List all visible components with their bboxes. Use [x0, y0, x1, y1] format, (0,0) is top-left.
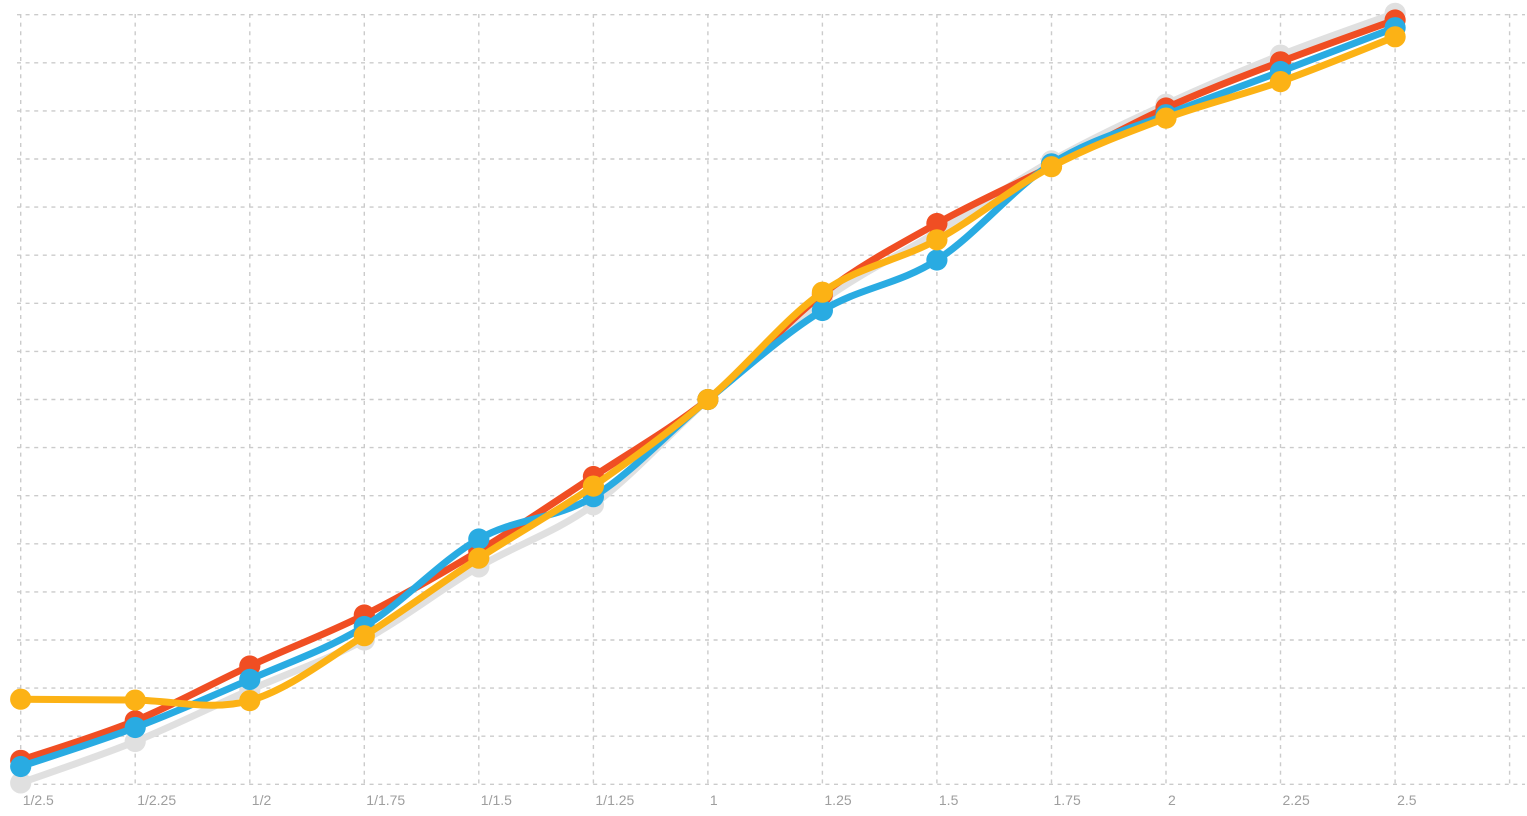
x-tick-label: 1/2.25	[137, 792, 176, 808]
x-tick-label: 1.25	[824, 792, 851, 808]
series-yellow-marker-3	[353, 625, 375, 647]
series-blue-marker-8	[926, 249, 948, 271]
x-tick-label: 1/1.25	[595, 792, 634, 808]
series-blue-marker-4	[468, 528, 490, 550]
gridlines	[17, 13, 1525, 788]
series-red-marker-8	[926, 212, 948, 235]
x-tick-label: 2	[1168, 792, 1176, 808]
series-yellow-marker-0	[10, 688, 32, 710]
series-gray-baseline-marker-0	[10, 772, 32, 794]
series-blue-marker-7	[811, 299, 834, 322]
series-yellow-marker-9	[1040, 156, 1063, 178]
series-yellow-marker-1	[124, 689, 146, 711]
series-yellow	[10, 26, 1406, 712]
series-blue-marker-0	[10, 755, 32, 778]
series-yellow-marker-7	[811, 281, 834, 303]
x-tick-label: 1.75	[1054, 792, 1081, 808]
x-tick-label: 1	[710, 792, 718, 808]
x-tick-label: 1/2.5	[23, 792, 54, 808]
series-blue-marker-2	[239, 668, 261, 691]
series-yellow-marker-11	[1269, 71, 1292, 93]
series-yellow-marker-6	[697, 388, 719, 411]
x-tick-label: 1/1.75	[366, 792, 405, 808]
series-yellow-marker-12	[1384, 26, 1406, 48]
x-tick-label: 2.25	[1283, 792, 1310, 808]
series-yellow-marker-5	[582, 475, 605, 497]
series-blue-marker-1	[124, 716, 146, 739]
series-yellow-marker-8	[926, 229, 948, 251]
series-yellow-marker-4	[468, 547, 490, 569]
x-tick-label: 2.5	[1397, 792, 1417, 808]
x-axis: 1/2.5 1/2.25 1/2 1/1.75 1/1.5 1/1.25 1 1.25 1.5 1…	[23, 792, 1417, 808]
x-tick-label: 1/2	[252, 792, 272, 808]
x-tick-label: 1/1.5	[481, 792, 512, 808]
series-yellow-marker-2	[239, 690, 261, 712]
x-tick-label: 1.5	[939, 792, 959, 808]
series-yellow-marker-10	[1155, 107, 1177, 129]
